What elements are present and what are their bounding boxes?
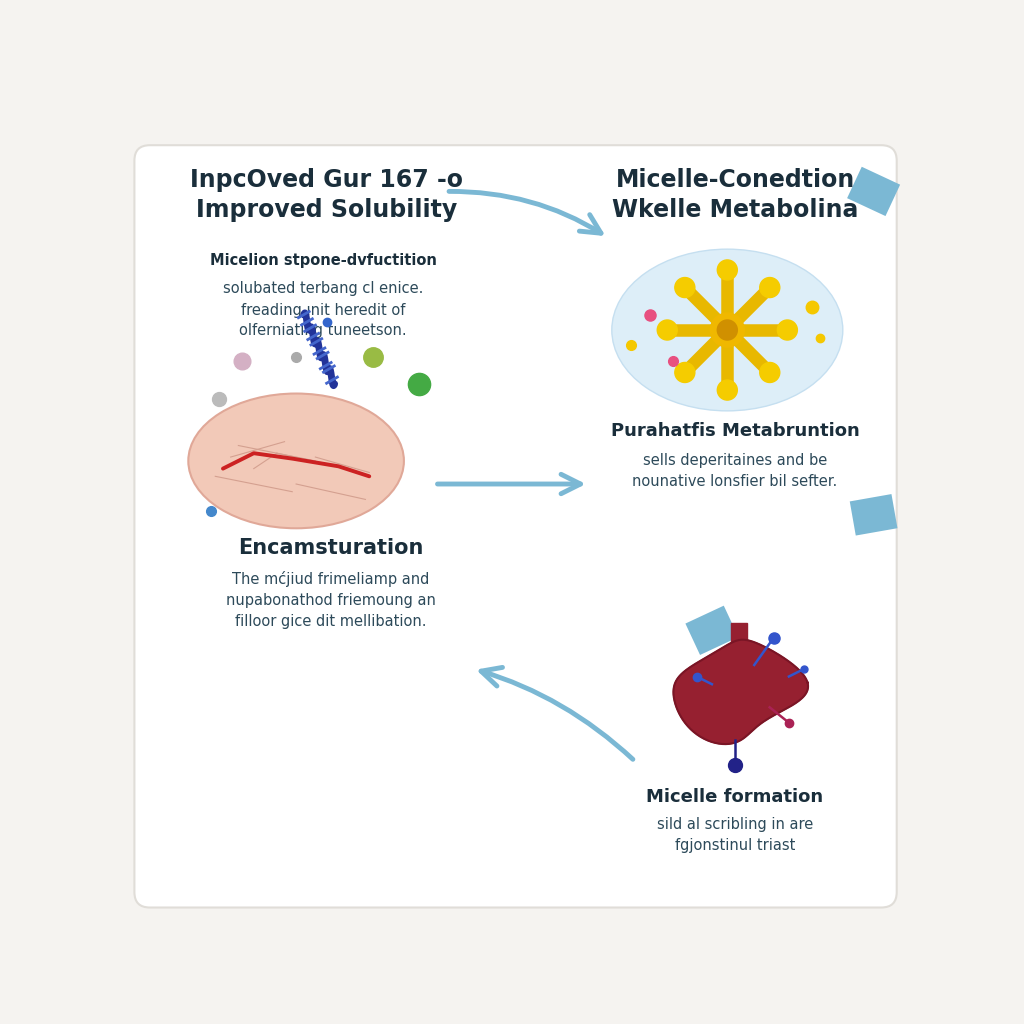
Circle shape: [717, 319, 737, 340]
Polygon shape: [731, 623, 746, 644]
Circle shape: [675, 278, 695, 298]
Circle shape: [675, 362, 695, 383]
Text: Micelle-Conedtion
Wkelle Metabolina: Micelle-Conedtion Wkelle Metabolina: [611, 168, 858, 222]
Text: Micelion stpone-dvfuctition: Micelion stpone-dvfuctition: [210, 253, 436, 268]
Circle shape: [760, 278, 780, 298]
Text: Encamsturation: Encamsturation: [238, 538, 424, 558]
Polygon shape: [847, 167, 900, 216]
Text: InpcOved Gur 167 -o
Improved Solubility: InpcOved Gur 167 -o Improved Solubility: [190, 168, 464, 222]
Circle shape: [777, 319, 798, 340]
Polygon shape: [685, 605, 738, 655]
Text: Purahatfis Metabruntion: Purahatfis Metabruntion: [610, 423, 859, 440]
Circle shape: [717, 380, 737, 400]
Circle shape: [760, 362, 780, 383]
Polygon shape: [850, 494, 897, 536]
Ellipse shape: [188, 393, 403, 528]
Polygon shape: [674, 640, 808, 744]
Text: The mćjiud frimeliamp and
nupabonathod friemoung an
filloor gice dit mellibation: The mćjiud frimeliamp and nupabonathod f…: [226, 571, 435, 629]
Text: solubated terbang cl enice.
freading ınit heredit of
olferniating tuneetson.: solubated terbang cl enice. freading ıni…: [223, 282, 423, 339]
Circle shape: [717, 260, 737, 280]
Circle shape: [711, 313, 744, 347]
Text: Micelle formation: Micelle formation: [646, 788, 823, 806]
FancyBboxPatch shape: [134, 145, 897, 907]
Text: sild al scribling in are
fgjonstinul triast: sild al scribling in are fgjonstinul tri…: [656, 817, 813, 853]
Ellipse shape: [611, 249, 843, 411]
Circle shape: [657, 319, 677, 340]
Text: sells deperitaines and be
nounative lonsfier bil sefter.: sells deperitaines and be nounative lons…: [633, 454, 838, 489]
